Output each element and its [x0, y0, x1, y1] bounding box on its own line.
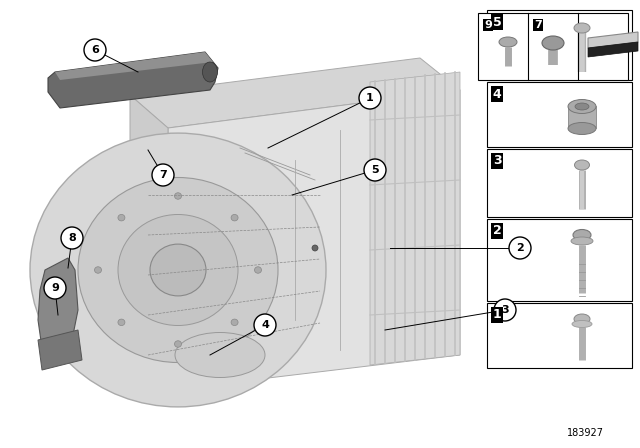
Text: 3: 3 [493, 155, 501, 168]
Circle shape [494, 299, 516, 321]
Text: 7: 7 [159, 170, 167, 180]
Polygon shape [38, 258, 78, 355]
Circle shape [84, 39, 106, 61]
Text: 6: 6 [91, 45, 99, 55]
Polygon shape [370, 72, 460, 365]
Circle shape [254, 314, 276, 336]
Ellipse shape [95, 267, 102, 273]
Circle shape [61, 227, 83, 249]
Text: 4: 4 [261, 320, 269, 330]
Text: 1: 1 [493, 309, 501, 322]
Ellipse shape [572, 320, 592, 327]
Ellipse shape [574, 23, 590, 33]
Ellipse shape [574, 314, 590, 324]
Ellipse shape [575, 160, 589, 170]
Text: 5: 5 [371, 165, 379, 175]
Ellipse shape [499, 37, 517, 47]
Text: 4: 4 [493, 87, 501, 100]
Text: 1: 1 [366, 93, 374, 103]
Bar [487, 10, 632, 80]
Polygon shape [130, 58, 460, 128]
Ellipse shape [150, 244, 206, 296]
Ellipse shape [231, 215, 238, 221]
Text: 183927: 183927 [566, 428, 604, 438]
Polygon shape [130, 95, 168, 390]
Polygon shape [588, 32, 638, 48]
Polygon shape [48, 52, 218, 108]
Ellipse shape [542, 36, 564, 50]
Bar [487, 149, 632, 217]
Text: 8: 8 [68, 233, 76, 243]
Bar [478, 13, 628, 80]
Polygon shape [588, 42, 638, 57]
Ellipse shape [231, 319, 238, 326]
Ellipse shape [202, 62, 218, 82]
Bar [487, 82, 632, 147]
Circle shape [509, 237, 531, 259]
Circle shape [312, 245, 318, 251]
Ellipse shape [78, 177, 278, 362]
Ellipse shape [568, 122, 596, 134]
Polygon shape [168, 90, 460, 390]
Text: 9: 9 [51, 283, 59, 293]
Bar [487, 219, 632, 301]
Ellipse shape [30, 133, 326, 407]
Ellipse shape [118, 319, 125, 326]
Ellipse shape [175, 332, 265, 378]
Bar [487, 303, 632, 368]
Circle shape [359, 87, 381, 109]
Ellipse shape [175, 193, 182, 199]
Bar [568, 107, 596, 129]
Ellipse shape [118, 215, 238, 326]
Text: 3: 3 [501, 305, 509, 315]
Ellipse shape [118, 215, 125, 221]
Text: 5: 5 [493, 16, 501, 29]
Text: 2: 2 [516, 243, 524, 253]
Circle shape [364, 159, 386, 181]
Ellipse shape [571, 237, 593, 245]
Ellipse shape [175, 341, 182, 347]
Text: 9: 9 [484, 20, 492, 30]
Ellipse shape [575, 103, 589, 110]
Polygon shape [55, 52, 213, 80]
Text: 7: 7 [534, 20, 542, 30]
Ellipse shape [568, 99, 596, 113]
Text: 2: 2 [493, 224, 501, 237]
Circle shape [44, 277, 66, 299]
Polygon shape [38, 330, 82, 370]
Ellipse shape [573, 229, 591, 241]
Circle shape [152, 164, 174, 186]
Ellipse shape [255, 267, 262, 273]
